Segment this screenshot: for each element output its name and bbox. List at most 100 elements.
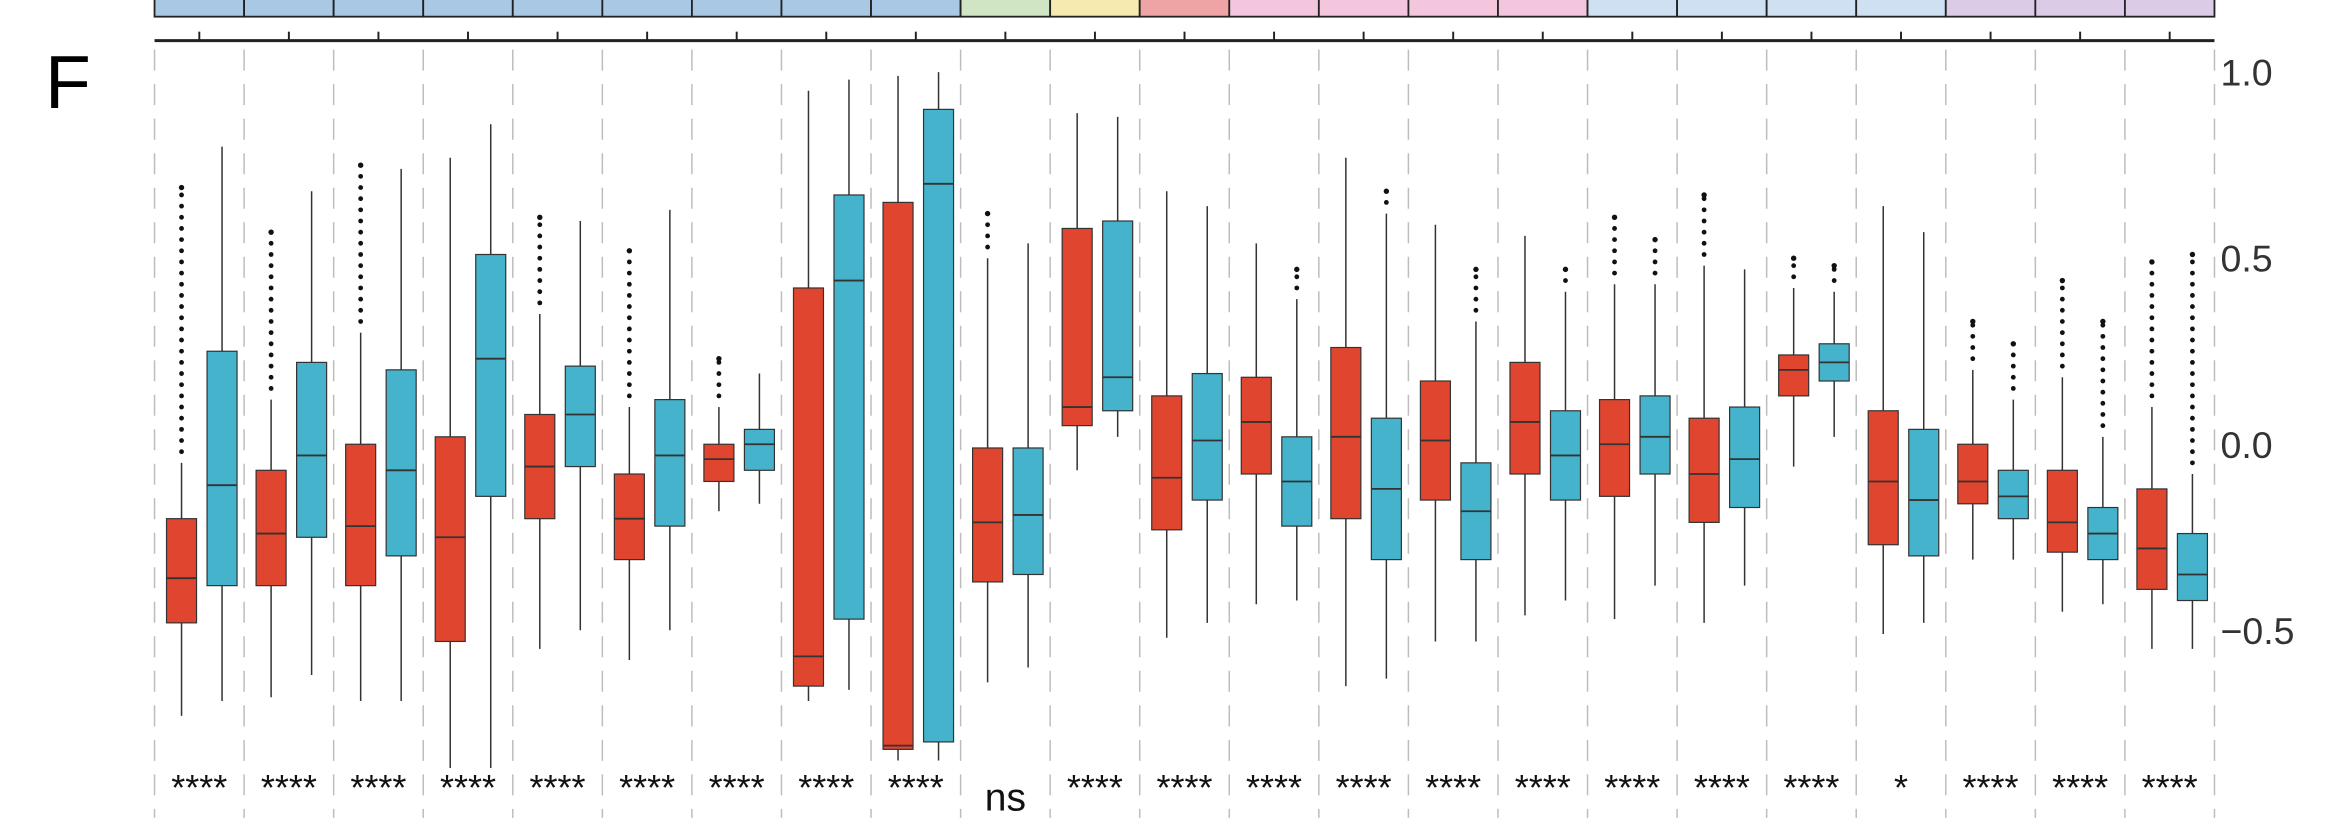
significance-label: **** [709,767,765,808]
outlier-point [1612,237,1617,243]
strip-cell [691,0,783,18]
outlier-point [2149,348,2155,354]
outlier-point [358,319,364,324]
outlier-point [2059,285,2065,291]
outlier-point [626,326,632,332]
outlier-point [626,359,632,365]
outlier-point [1970,318,1976,325]
outlier-point [2100,367,2106,373]
box-iqr [833,194,865,620]
outlier-point [179,426,184,432]
outlier-point [2190,460,2195,466]
y-tick-label: −0.5 [2220,610,2294,652]
outlier-point [179,449,184,455]
outlier-point [2190,315,2195,321]
outlier-point [1294,285,1300,291]
outlier-point [2190,348,2195,354]
outlier-point [1652,259,1658,265]
outlier-point [1612,248,1617,254]
box-red [255,229,287,698]
outlier-point [179,404,184,410]
outlier-point [179,393,184,399]
box-iqr [255,469,287,587]
outlier-point [2010,363,2016,369]
y-axis: 1.0 0.5 0.0 −0.5 [2220,52,2294,652]
outlier-point [1701,252,1707,257]
outlier-point [179,382,184,388]
outlier-point [358,185,364,190]
box-blue [1639,236,1671,586]
box-iqr [1778,354,1810,397]
outlier-point [985,244,991,250]
box-iqr [1908,428,1940,557]
box-blue [1191,206,1223,623]
outlier-point [179,270,184,276]
significance-labels: **** **** **** **** **** **** **** **** **** ns **… [171,767,2197,820]
outlier-point [537,255,543,261]
outlier-point [626,248,633,254]
outlier-point [2100,412,2106,417]
strip-cell [1317,0,1410,18]
box-iqr [1639,395,1671,475]
outlier-point [1970,356,1976,362]
box-iqr [922,108,955,743]
outlier-point [1563,278,1568,283]
box-red [1688,192,1720,623]
outlier-point [2100,356,2106,362]
strip-cell [959,0,1052,18]
outlier-point [1473,274,1479,280]
outlier-point [179,248,184,254]
outlier-point [1701,192,1707,198]
box-blue [1281,266,1313,601]
outlier-point [2149,393,2155,399]
strip-cell [153,0,245,18]
box-blue [743,373,776,504]
box-iqr [1151,395,1183,531]
strip-cell [1855,0,1947,18]
outlier-point [2149,337,2155,343]
strip-cell [601,0,693,18]
outlier-point [984,210,991,217]
box-red [703,355,735,512]
box-iqr [564,365,596,468]
outlier-point [268,352,274,358]
box-iqr [206,350,238,587]
outlier-point [1612,226,1617,231]
outlier-point [985,233,991,239]
outlier-point [358,296,364,302]
outlier-point [2149,270,2155,276]
outlier-point [626,348,632,354]
significance-label: **** [798,767,854,808]
outlier-point [268,252,274,257]
outlier-point [626,382,632,388]
outlier-point [2100,400,2106,406]
y-tick-label: 1.0 [2220,52,2272,94]
outlier-point [2190,259,2195,265]
outlier-point [2190,404,2195,410]
box-iqr [882,201,914,750]
significance-label: * [1894,767,1908,808]
outlier-point [1701,229,1707,235]
strip-cell [2034,0,2126,18]
outlier-point [1612,259,1617,265]
outlier-point [2190,337,2195,343]
outlier-point [2100,389,2106,395]
box-iqr [1957,443,1989,505]
box-iqr [1330,346,1362,520]
outlier-point [2190,438,2195,443]
significance-label: **** [619,767,675,808]
outlier-point [1831,266,1837,272]
outlier-point [358,274,364,280]
outlier-point [626,293,632,298]
outlier-point [2149,293,2155,298]
outlier-point [179,226,184,231]
significance-label: **** [1783,767,1839,808]
box-red [524,214,556,649]
outlier-point [358,263,364,269]
outlier-point [716,359,722,365]
box-iqr [1509,361,1541,475]
outlier-point [2190,326,2195,332]
outlier-point [1473,307,1479,313]
outlier-point [2149,359,2155,365]
outlier-point [537,244,543,250]
